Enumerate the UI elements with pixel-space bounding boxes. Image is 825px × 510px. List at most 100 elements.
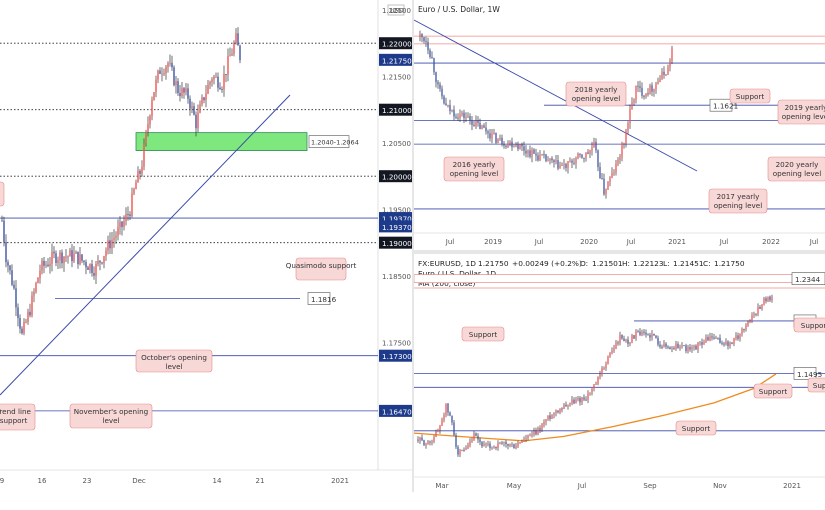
weekly-2019-callout[interactable] [777,99,825,125]
candle [565,404,567,407]
daily-support-callout-3[interactable] [753,383,793,399]
candle [585,152,587,159]
candle [563,404,565,409]
candle [215,76,217,78]
candle [99,260,101,263]
candle [607,181,609,190]
x-tick-label: Jul [719,238,729,246]
price-tag-label: 1.19000 [382,239,412,248]
candle [609,177,611,182]
pane-divider-horizontal[interactable] [414,250,825,254]
weekly-trend-line[interactable] [414,19,698,172]
candle [697,342,699,350]
candle [129,214,131,216]
candle [441,419,443,426]
x-tick-label: Mar [435,482,448,490]
candle [65,256,67,258]
candle [527,150,529,154]
trendline-callout[interactable] [0,403,36,431]
weekly-2016-callout[interactable] [443,156,505,182]
weekly-chart-panel[interactable]: Euro / U.S. Dollar, 1W 1.1621 2018 yearly o… [414,0,825,250]
candle [233,43,235,54]
candle [75,251,77,254]
candle [151,100,153,116]
price-tag-label: 1.1621 [713,102,738,111]
candle [469,116,471,121]
candle [527,435,529,439]
october-callout[interactable] [135,349,213,373]
candle [731,342,733,344]
candle [141,166,143,174]
trend-line[interactable] [0,94,291,396]
daily-support-callout-2[interactable] [793,317,825,333]
candle [539,154,541,161]
candle [515,144,517,147]
candle [439,84,441,89]
candle [649,85,651,95]
candle [441,88,443,97]
daily-support-callout-5[interactable] [675,420,717,436]
left-chart-panel[interactable]: USD 1.22500 1.21500 1.20500 1.19500 1.18500 1.… [0,0,412,492]
y-tick-label: 1.18500 [382,273,411,281]
x-tick-label: Jul [577,482,587,490]
candle [119,221,121,228]
price-axis[interactable] [378,0,412,470]
daily-support-callout-1[interactable] [461,326,505,342]
candle [645,93,647,97]
candle [221,89,223,91]
price-tag [379,170,412,183]
weekly-2017-callout[interactable] [708,188,768,214]
november-callout[interactable] [69,403,153,429]
candle [495,446,497,449]
quasimodo-callout-text: Quasimodo support [286,261,357,270]
candle [53,251,55,254]
candle [519,442,521,444]
weekly-2018-callout[interactable] [565,81,627,107]
candle [125,214,127,222]
rb-high: 1.22123 [633,259,664,268]
candle [435,72,437,83]
candle [625,130,627,143]
candle [189,98,191,109]
candle [455,435,457,447]
candle [433,58,435,73]
quasimodo-callout[interactable] [295,257,347,281]
candle [573,399,575,404]
supply-demand-zone[interactable] [135,132,308,151]
pane-divider-vertical[interactable] [412,0,414,510]
weekly-2020-callout[interactable] [767,156,825,182]
candle [635,331,637,339]
candle [553,160,555,163]
candle [501,442,503,444]
candle [603,178,605,195]
daily-chart[interactable]: FX:EURUSD, 1D 1.21750 +0.00249 (+0.2%)O: 1.… [414,254,825,492]
candle [521,144,523,147]
candle [663,343,665,347]
candle [423,37,425,42]
resistance-box[interactable] [414,274,802,284]
candle [677,343,679,348]
price-tag [709,98,733,112]
currency-box[interactable] [387,4,405,16]
daily-support-callout-4[interactable] [807,377,825,393]
candle [547,415,549,420]
candle [681,345,683,347]
candle [523,146,525,151]
candle [33,291,35,296]
candle [663,71,665,75]
candle [629,108,631,124]
candle [131,193,133,216]
candle [647,93,649,95]
candle [225,73,227,75]
daily-chart-panel[interactable]: FX:EURUSD, 1D 1.21750 +0.00249 (+0.2%) O: 1.… [414,254,825,492]
candle [217,76,219,88]
candle [167,63,169,68]
price-tag [793,367,817,380]
weekly-support-callout[interactable] [729,88,771,104]
candle [211,79,213,82]
time-axis[interactable] [0,470,412,492]
candle [469,441,471,446]
candle [613,348,615,351]
